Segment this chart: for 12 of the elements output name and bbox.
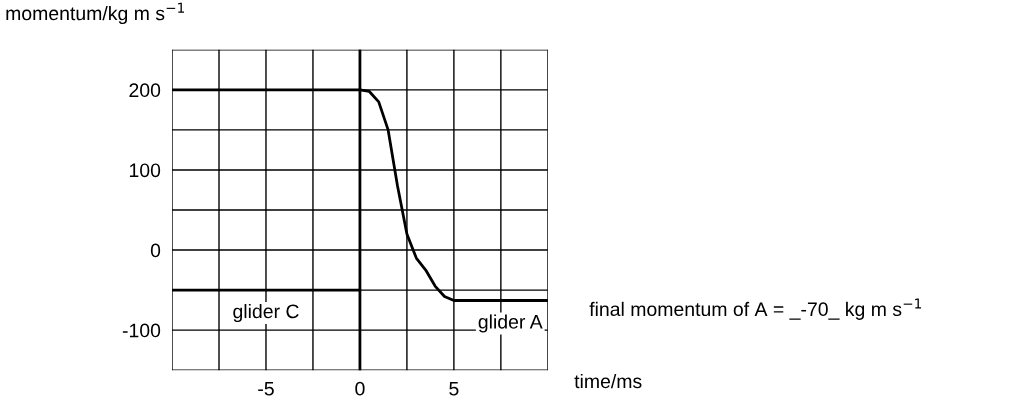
y-tick-label: -100: [122, 323, 161, 338]
y-tick-label: 0: [150, 243, 161, 258]
x-tick-label: 5: [449, 382, 459, 396]
y-tick-label: 200: [129, 83, 161, 98]
x-tick-label: 0: [355, 381, 365, 396]
y-tick-label: 100: [129, 163, 161, 178]
x-tick-label: -5: [258, 382, 274, 396]
series-label: glider A: [478, 314, 543, 333]
y-axis-title: momentum/kg m s$^{−1}$: [6, 2, 185, 25]
text: final momentum of A = _-70_ kg m s$^{−1}$: [589, 298, 922, 320]
x-axis-title: time/ms: [574, 373, 642, 389]
series-label: glider C: [233, 303, 299, 323]
